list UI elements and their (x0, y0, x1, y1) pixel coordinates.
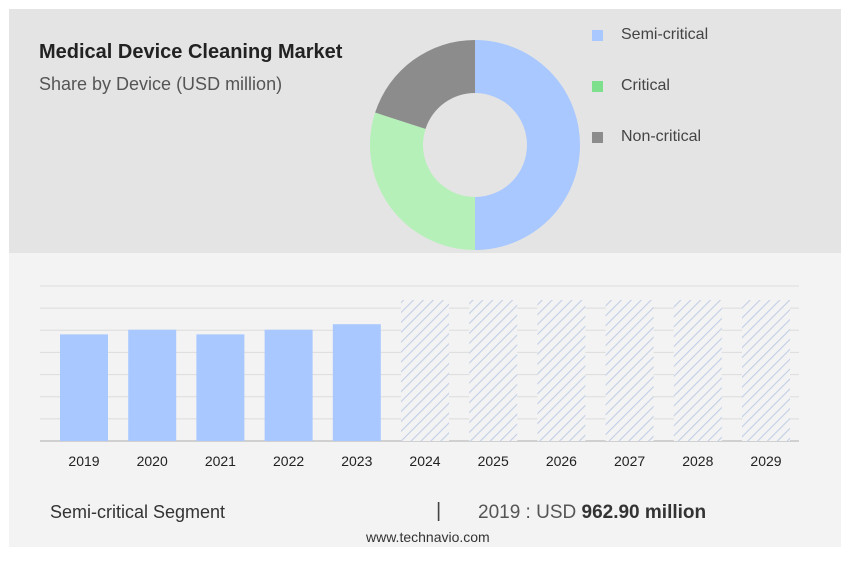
forecast-bar-2027 (605, 300, 654, 441)
tick-label-2024: 2024 (409, 453, 440, 469)
legend-label: Semi-critical (621, 26, 709, 43)
donut-slice-non-critical (375, 40, 475, 129)
segment-year-prefix: 2019 : USD (478, 502, 577, 523)
chart-title: Medical Device Cleaning Market (39, 41, 343, 63)
tick-label-2021: 2021 (205, 453, 236, 469)
segment-value: 2019 : USD 962.90 million (478, 502, 706, 524)
tick-label-2027: 2027 (614, 453, 645, 469)
forecast-bar-2028 (673, 300, 722, 441)
tick-label-2029: 2029 (750, 453, 781, 469)
legend-item-non-critical: Non-critical (592, 128, 701, 146)
legend-swatch (592, 80, 603, 92)
legend-item-semi-critical: Semi-critical (592, 26, 708, 44)
bar-2021 (196, 334, 245, 441)
legend-label: Non-critical (621, 128, 702, 145)
forecast-bar-2026 (537, 300, 586, 441)
source-url: www.technavio.com (366, 529, 490, 545)
donut-chart (369, 40, 580, 250)
chart-subtitle: Share by Device (USD million) (39, 74, 283, 94)
bar-2019 (60, 334, 108, 441)
bar-2020 (128, 329, 177, 441)
tick-label-2019: 2019 (68, 453, 99, 469)
tick-label-2026: 2026 (546, 453, 577, 469)
tick-label-2022: 2022 (273, 453, 304, 469)
legend-swatch (592, 29, 603, 41)
donut-slice-semi-critical (475, 40, 580, 250)
forecast-bar-2024 (401, 300, 449, 441)
segment-label: Semi-critical Segment (50, 502, 226, 522)
bar-2023 (332, 324, 381, 441)
bar-chart: 2019 2020 2021 2022 2023 2024 2025 2026 2027 2028… (40, 285, 799, 469)
tick-label-2023: 2023 (341, 453, 372, 469)
forecast-bar-2029 (742, 300, 790, 441)
tick-label-2025: 2025 (478, 453, 509, 469)
legend-item-critical: Critical (592, 77, 670, 95)
footer-divider: | (436, 500, 442, 522)
forecast-bar-2025 (469, 300, 518, 441)
segment-value-amount: 962.90 million (581, 502, 707, 523)
tick-label-2020: 2020 (137, 453, 168, 469)
legend-swatch (592, 131, 603, 143)
legend-label: Critical (621, 77, 670, 94)
tick-label-2028: 2028 (682, 453, 713, 469)
donut-slice-critical (369, 112, 475, 250)
bar-2022 (264, 329, 313, 441)
